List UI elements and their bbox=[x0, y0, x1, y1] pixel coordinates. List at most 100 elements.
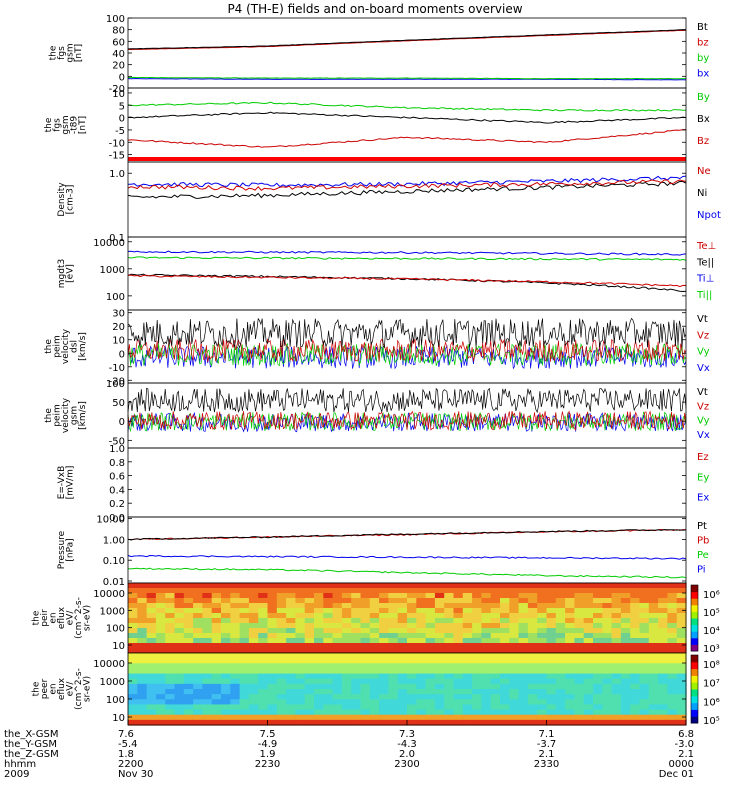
spectrogram-cell bbox=[379, 678, 389, 685]
spectrogram-cell bbox=[248, 593, 259, 599]
spectrogram-cell bbox=[360, 709, 371, 716]
spectrogram-cell bbox=[546, 583, 557, 589]
spectrogram-cell bbox=[267, 668, 278, 675]
spectrogram-cell bbox=[267, 598, 278, 604]
spectrogram-cell bbox=[416, 633, 427, 639]
spectrogram-cell bbox=[630, 668, 641, 675]
spectrogram-cell bbox=[546, 678, 557, 685]
spectrogram-cell bbox=[202, 709, 213, 716]
spectrogram-cell bbox=[351, 704, 362, 711]
colorbar-segment bbox=[691, 637, 698, 645]
spectrogram-cell bbox=[202, 583, 213, 589]
spectrogram-cell bbox=[165, 663, 176, 670]
series-line-Vx bbox=[127, 344, 687, 370]
spectrogram-cell bbox=[434, 628, 445, 634]
spectrogram-cell bbox=[388, 719, 399, 726]
spectrogram-cell bbox=[323, 658, 334, 664]
spectrogram-cell bbox=[341, 618, 352, 624]
spectrogram-cell bbox=[323, 699, 334, 706]
spectrogram-cell bbox=[500, 608, 510, 614]
spectrogram-cell bbox=[360, 588, 371, 594]
spectrogram-cell bbox=[481, 658, 492, 664]
spectrogram-cell bbox=[351, 678, 362, 685]
spectrogram-cell bbox=[574, 709, 585, 716]
spectrogram-cell bbox=[248, 689, 259, 695]
y-axis-label-line: [eV] bbox=[65, 264, 75, 283]
spectrogram-cell bbox=[397, 709, 408, 716]
spectrogram-cell bbox=[416, 638, 427, 644]
spectrogram-cell bbox=[620, 694, 631, 700]
colorbar-segment bbox=[691, 689, 698, 697]
spectrogram-cell bbox=[351, 593, 362, 599]
spectrogram-cell bbox=[565, 638, 575, 644]
spectrogram-cell bbox=[667, 714, 678, 721]
spectrogram-cell bbox=[500, 689, 510, 695]
spectrogram-cell bbox=[444, 613, 455, 619]
spectrogram-cell bbox=[248, 683, 259, 690]
spectrogram-cell bbox=[258, 694, 269, 700]
spectrogram-cell bbox=[323, 613, 334, 619]
spectrogram-cell bbox=[481, 613, 492, 619]
spectrogram-cell bbox=[593, 638, 603, 644]
spectrogram-cell bbox=[128, 648, 138, 654]
spectrogram-cell bbox=[630, 638, 641, 644]
spectrogram-cell bbox=[165, 583, 176, 589]
spectrogram-cell bbox=[369, 719, 380, 726]
spectrogram-cell bbox=[472, 709, 482, 716]
spectrogram-cell bbox=[183, 694, 194, 700]
spectrogram-cell bbox=[193, 613, 203, 619]
spectrogram-cell bbox=[583, 663, 594, 670]
spectrogram-cell bbox=[537, 613, 548, 619]
spectrogram-cell bbox=[546, 648, 557, 654]
spectrogram-cell bbox=[295, 623, 306, 629]
spectrogram-cell bbox=[174, 653, 185, 659]
spectrogram-cell bbox=[472, 618, 482, 624]
spectrogram-cell bbox=[444, 709, 455, 716]
spectrogram-cell bbox=[444, 699, 455, 706]
spectrogram-cell bbox=[518, 613, 529, 619]
spectrogram-cell bbox=[648, 633, 659, 639]
spectrogram-cell bbox=[462, 714, 473, 721]
spectrogram-cell bbox=[425, 633, 436, 639]
spectrogram-cell bbox=[155, 628, 166, 634]
y-tick-label: 20 bbox=[112, 322, 125, 333]
spectrogram-cell bbox=[676, 678, 687, 685]
y-axis-label-line: en bbox=[49, 612, 59, 623]
spectrogram-cell bbox=[286, 613, 296, 619]
spectrogram-cell bbox=[620, 643, 631, 649]
spectrogram-cell bbox=[676, 694, 687, 700]
spectrogram-cell bbox=[611, 633, 622, 639]
spectrogram-cell bbox=[639, 699, 650, 706]
spectrogram-cell bbox=[583, 653, 594, 659]
spectrogram-cell bbox=[360, 673, 371, 680]
spectrogram-cell bbox=[276, 598, 287, 604]
spectrogram-cell bbox=[174, 598, 185, 604]
spectrogram-cell bbox=[304, 633, 315, 639]
spectrogram-cell bbox=[518, 648, 529, 654]
spectrogram-cell bbox=[379, 709, 389, 716]
spectrogram-cell bbox=[314, 678, 324, 685]
spectrogram-cell bbox=[425, 613, 436, 619]
spectrogram-cell bbox=[267, 633, 278, 639]
spectrogram-cell bbox=[128, 618, 138, 624]
spectrogram-cell bbox=[351, 598, 362, 604]
spectrogram-cell bbox=[500, 603, 510, 609]
spectrogram-cell bbox=[416, 668, 427, 675]
spectrogram-cell bbox=[193, 719, 203, 726]
spectrogram-cell bbox=[630, 593, 641, 599]
spectrogram-cell bbox=[648, 648, 659, 654]
spectrogram-cell bbox=[639, 668, 650, 675]
spectrogram-cell bbox=[537, 653, 548, 659]
spectrogram-cell bbox=[341, 583, 352, 589]
y-tick-label: 0.1 bbox=[109, 233, 125, 244]
spectrogram-cell bbox=[565, 668, 575, 675]
spectrogram-cell bbox=[509, 618, 520, 624]
spectrogram-cell bbox=[183, 628, 194, 634]
spectrogram-cell bbox=[648, 598, 659, 604]
spectrogram-cell bbox=[276, 719, 287, 726]
spectrogram-cell bbox=[174, 628, 185, 634]
spectrogram-cell bbox=[537, 689, 548, 695]
spectrogram-cell bbox=[304, 623, 315, 629]
